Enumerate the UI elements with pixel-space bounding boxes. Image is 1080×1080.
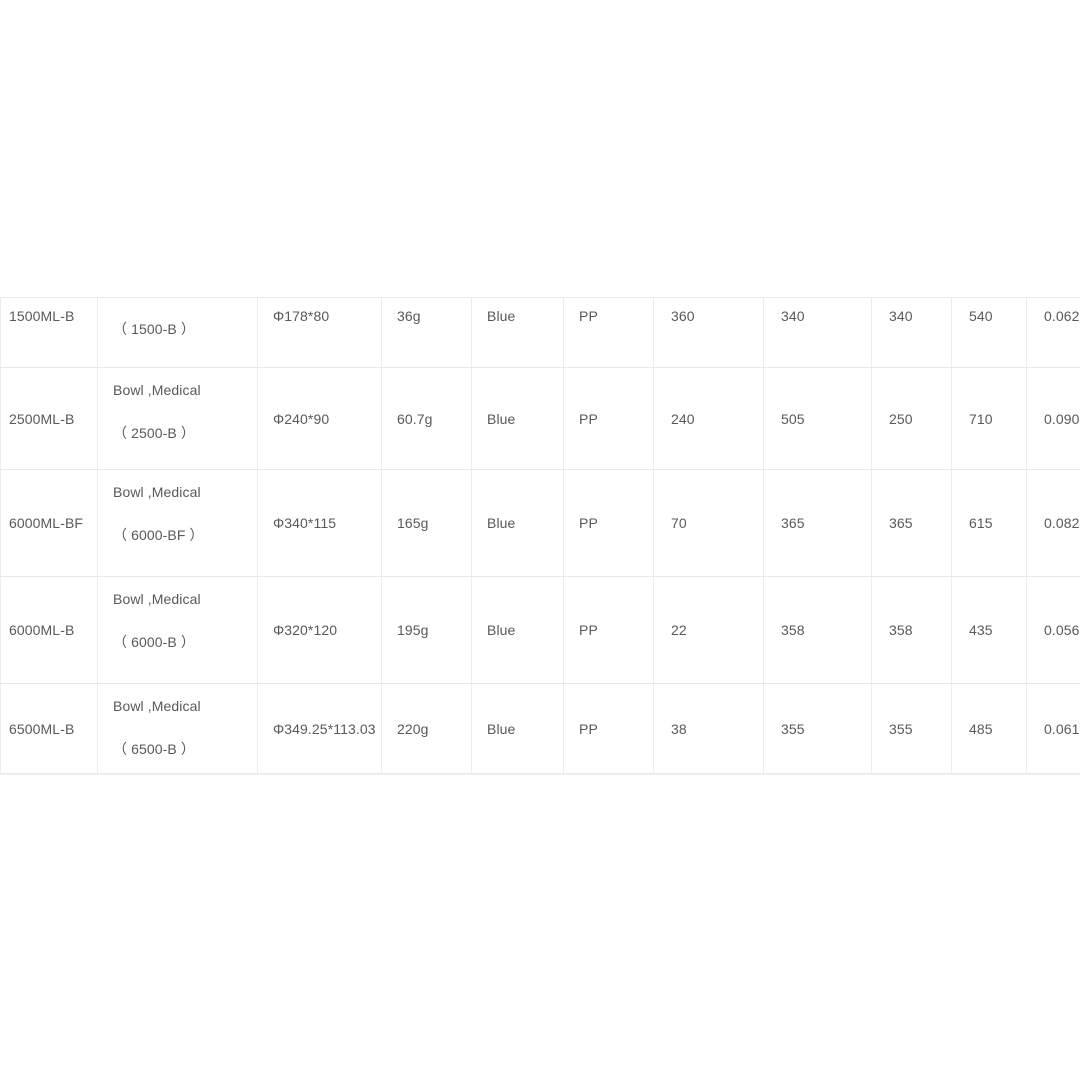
- model-cell: 6000ML-B: [0, 577, 98, 683]
- color-cell: Blue: [472, 298, 564, 367]
- material-cell: PP: [564, 470, 654, 576]
- value-cell-1: 22: [654, 577, 764, 683]
- value-cell-5: 0.082: [1027, 470, 1080, 576]
- table-row: 1500ML-B （ 1500-B ） Φ178*80 36g Blue PP …: [0, 298, 1080, 368]
- value-cell-3: 355: [872, 684, 952, 773]
- value-cell-4: 540: [952, 298, 1027, 367]
- value-cell-5: 0.061: [1027, 684, 1080, 773]
- description-cell: Bowl ,Medical （ 6500-B ）: [98, 684, 258, 773]
- table-row: 6000ML-BF Bowl ,Medical （ 6000-BF ） Φ340…: [0, 470, 1080, 577]
- table-row: 6000ML-B Bowl ,Medical （ 6000-B ） Φ320*1…: [0, 577, 1080, 684]
- description-cell: Bowl ,Medical （ 2500-B ）: [98, 368, 258, 469]
- description-line-2: （ 1500-B ）: [113, 321, 195, 337]
- value-cell-1: 38: [654, 684, 764, 773]
- material-cell: PP: [564, 684, 654, 773]
- size-cell: Φ178*80: [258, 298, 382, 367]
- weight-cell: 195g: [382, 577, 472, 683]
- value-cell-3: 340: [872, 298, 952, 367]
- table-row: 6500ML-B Bowl ,Medical （ 6500-B ） Φ349.2…: [0, 684, 1080, 774]
- description-line-1: Bowl ,Medical: [113, 382, 201, 398]
- model-cell: 6000ML-BF: [0, 470, 98, 576]
- description-line-2: （ 2500-B ）: [113, 425, 195, 441]
- description-line-1: Bowl ,Medical: [113, 698, 201, 714]
- value-cell-2: 358: [764, 577, 872, 683]
- material-cell: PP: [564, 368, 654, 469]
- weight-cell: 165g: [382, 470, 472, 576]
- value-cell-2: 505: [764, 368, 872, 469]
- color-cell: Blue: [472, 368, 564, 469]
- product-spec-table-viewport: 1500ML-B （ 1500-B ） Φ178*80 36g Blue PP …: [0, 297, 1080, 775]
- material-cell: PP: [564, 577, 654, 683]
- material-cell: PP: [564, 298, 654, 367]
- value-cell-4: 435: [952, 577, 1027, 683]
- color-cell: Blue: [472, 470, 564, 576]
- table-row: 2500ML-B Bowl ,Medical （ 2500-B ） Φ240*9…: [0, 368, 1080, 470]
- description-line-2: （ 6000-BF ）: [113, 527, 204, 543]
- color-cell: Blue: [472, 684, 564, 773]
- weight-cell: 36g: [382, 298, 472, 367]
- model-cell: 1500ML-B: [0, 298, 98, 367]
- description-cell: Bowl ,Medical （ 6000-B ）: [98, 577, 258, 683]
- value-cell-1: 70: [654, 470, 764, 576]
- value-cell-4: 710: [952, 368, 1027, 469]
- color-cell: Blue: [472, 577, 564, 683]
- product-spec-table: 1500ML-B （ 1500-B ） Φ178*80 36g Blue PP …: [0, 298, 1080, 774]
- value-cell-2: 365: [764, 470, 872, 576]
- size-cell: Φ340*115: [258, 470, 382, 576]
- description-line-2: （ 6000-B ）: [113, 634, 195, 650]
- value-cell-2: 355: [764, 684, 872, 773]
- value-cell-1: 360: [654, 298, 764, 367]
- description-line-1: Bowl ,Medical: [113, 484, 201, 500]
- description-line-1: Bowl ,Medical: [113, 591, 201, 607]
- weight-cell: 220g: [382, 684, 472, 773]
- weight-cell: 60.7g: [382, 368, 472, 469]
- value-cell-4: 615: [952, 470, 1027, 576]
- value-cell-1: 240: [654, 368, 764, 469]
- value-cell-2: 340: [764, 298, 872, 367]
- size-cell: Φ320*120: [258, 577, 382, 683]
- description-cell: Bowl ,Medical （ 6000-BF ）: [98, 470, 258, 576]
- size-cell: Φ240*90: [258, 368, 382, 469]
- size-cell: Φ349.25*113.03: [258, 684, 382, 773]
- model-cell: 2500ML-B: [0, 368, 98, 469]
- value-cell-3: 358: [872, 577, 952, 683]
- value-cell-5: 0.090: [1027, 368, 1080, 469]
- value-cell-3: 365: [872, 470, 952, 576]
- description-cell: （ 1500-B ）: [98, 298, 258, 367]
- value-cell-4: 485: [952, 684, 1027, 773]
- description-line-2: （ 6500-B ）: [113, 741, 195, 757]
- value-cell-3: 250: [872, 368, 952, 469]
- value-cell-5: 0.056: [1027, 577, 1080, 683]
- model-cell: 6500ML-B: [0, 684, 98, 773]
- value-cell-5: 0.062: [1027, 298, 1080, 367]
